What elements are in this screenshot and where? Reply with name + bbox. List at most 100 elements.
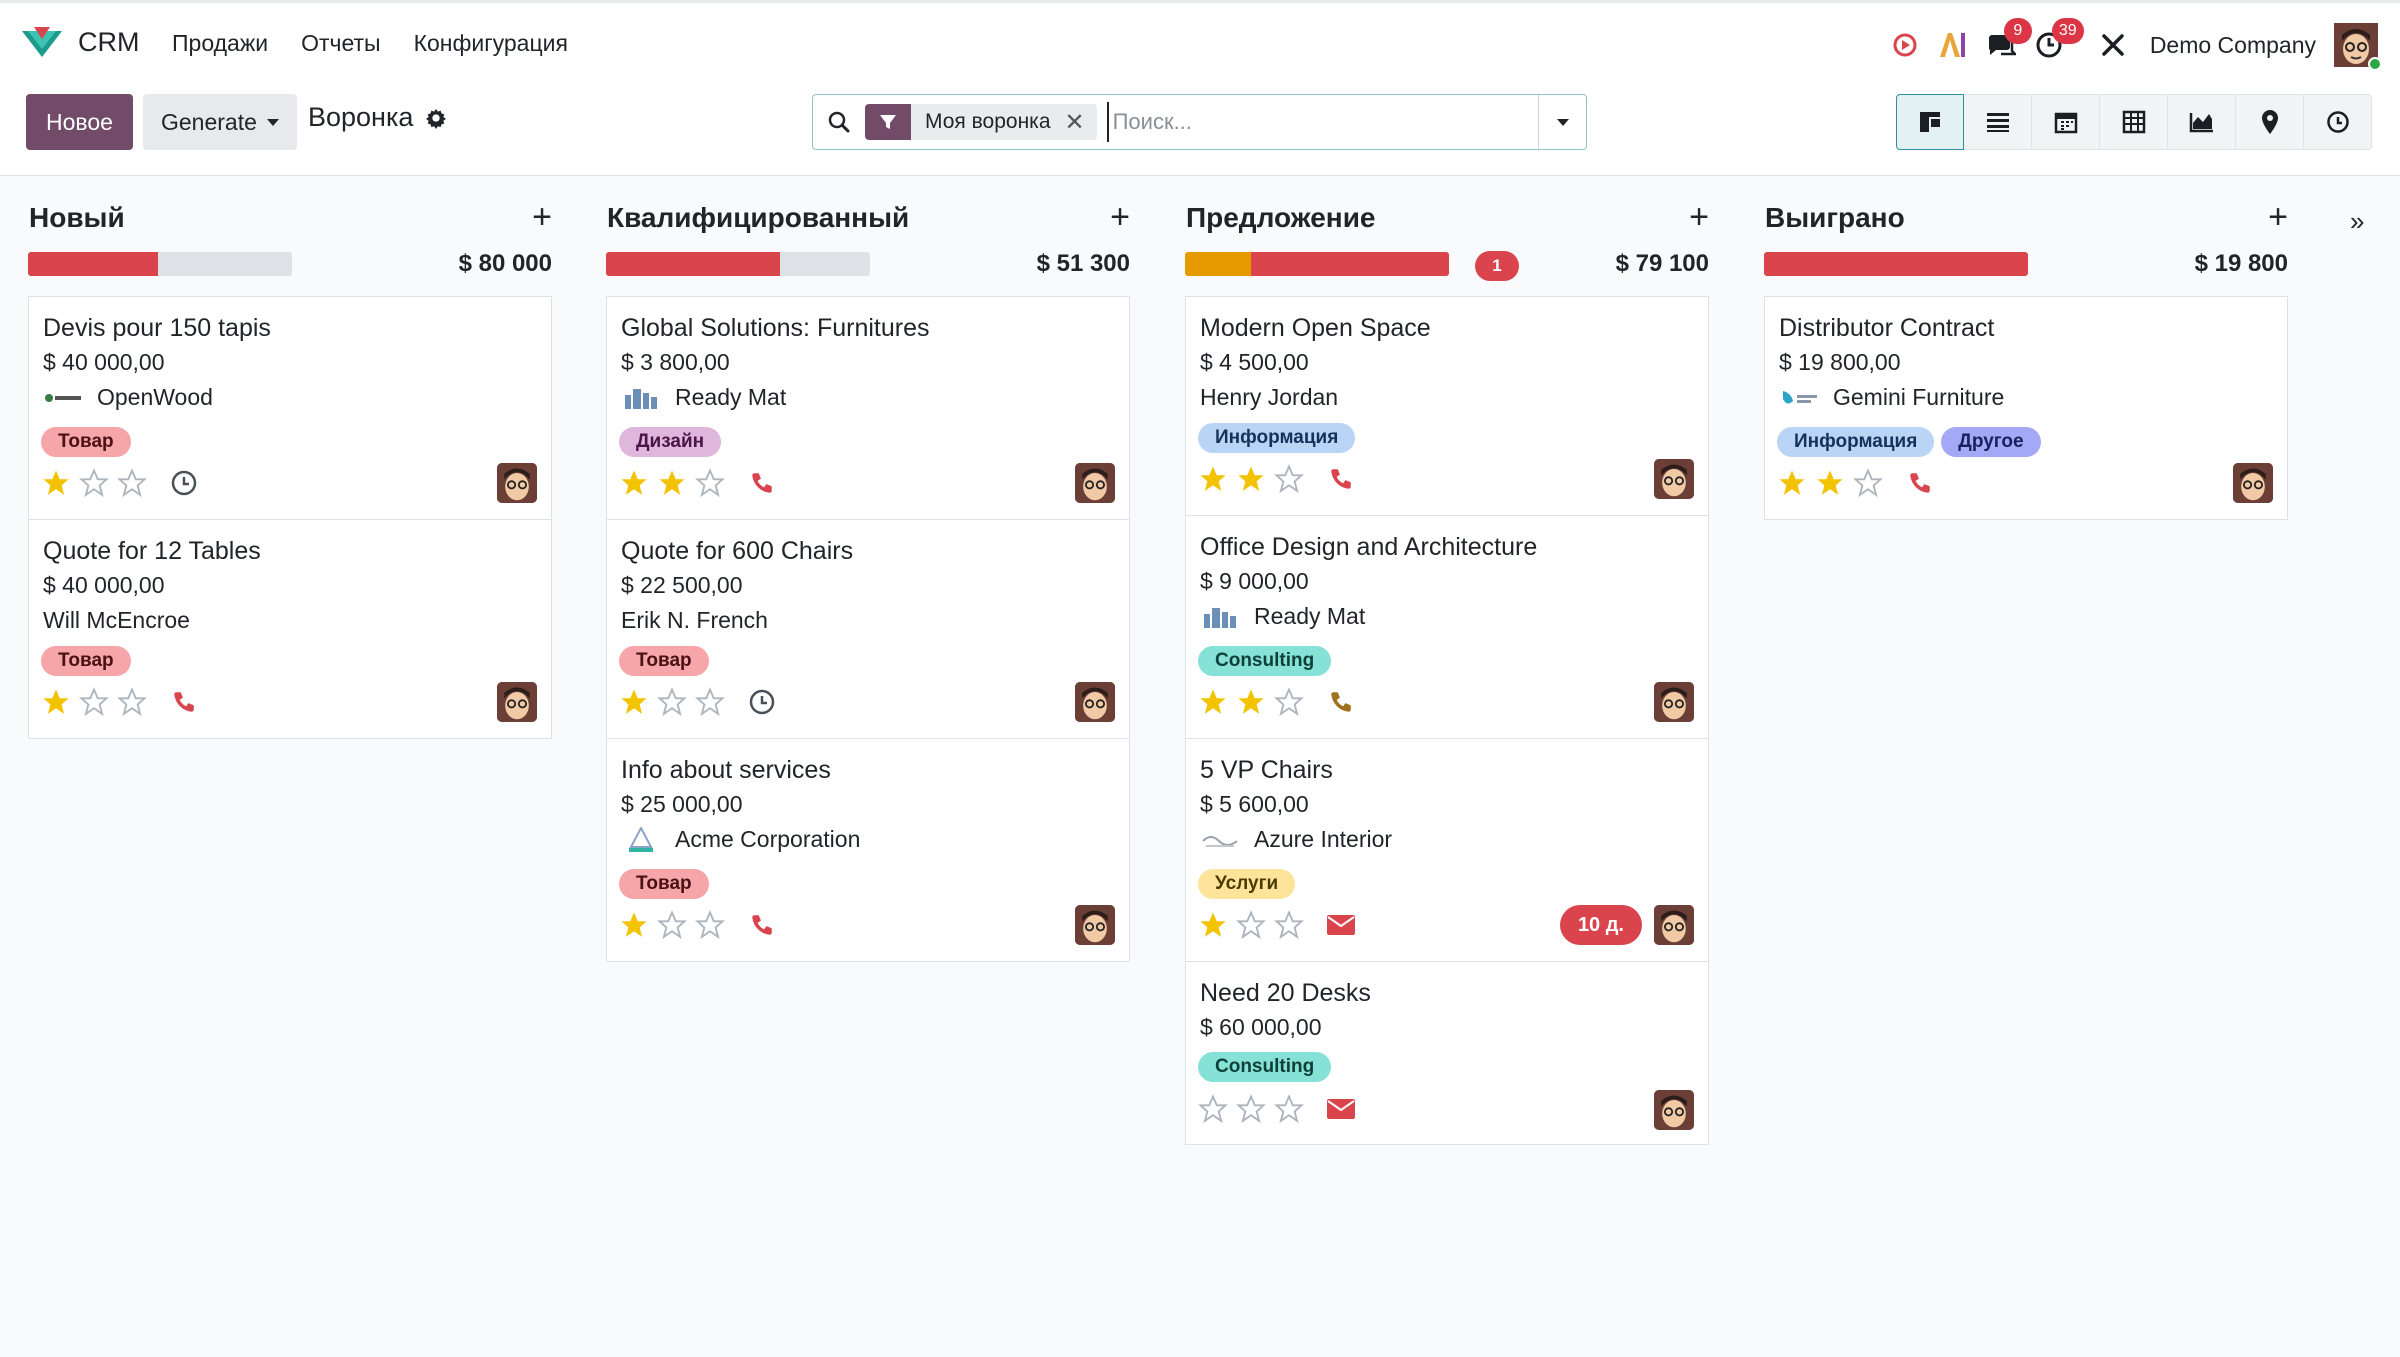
clock-icon[interactable] [747,687,777,717]
calendar-view-icon[interactable] [2032,94,2100,150]
map-view-icon[interactable] [2236,94,2304,150]
phone-icon[interactable] [747,910,777,940]
envelope-icon[interactable] [1326,1094,1356,1124]
phone-icon[interactable] [1326,687,1356,717]
star-empty-icon[interactable] [695,910,725,940]
progress-segment-red[interactable] [1251,252,1449,276]
messages-icon[interactable]: 9 [1984,18,2032,62]
card-avatar[interactable] [497,463,537,503]
kanban-card[interactable]: Office Design and Architecture $ 9 000,0… [1185,515,1709,739]
star-filled-icon[interactable] [1815,468,1845,498]
phone-icon[interactable] [1905,468,1935,498]
kanban-card[interactable]: Modern Open Space $ 4 500,00 Henry Jorda… [1185,296,1709,516]
star-empty-icon[interactable] [1853,468,1883,498]
column-title[interactable]: Выиграно [1765,202,1905,233]
star-empty-icon[interactable] [1198,1094,1228,1124]
kanban-view-icon[interactable] [1896,94,1964,150]
clock-icon[interactable] [169,468,199,498]
deadline-badge[interactable]: 10 д. [1559,905,1642,945]
star-empty-icon[interactable] [1236,1094,1266,1124]
column-progress-bar[interactable] [1764,252,2028,276]
card-avatar[interactable] [1075,682,1115,722]
progress-segment-orange[interactable] [1185,252,1251,276]
add-card-icon[interactable]: + [1689,198,1709,236]
activities-icon[interactable]: 39 [2032,18,2084,62]
column-title[interactable]: Предложение [1186,202,1376,233]
menu-item-reports[interactable]: Отчеты [301,30,381,56]
star-filled-icon[interactable] [1198,687,1228,717]
debug-tools-icon[interactable] [2096,28,2130,62]
star-empty-icon[interactable] [1236,910,1266,940]
progress-segment-red[interactable] [606,252,780,276]
star-empty-icon[interactable] [117,687,147,717]
star-empty-icon[interactable] [1274,1094,1304,1124]
card-avatar[interactable] [1654,905,1694,945]
star-filled-icon[interactable] [1236,464,1266,494]
phone-icon[interactable] [169,687,199,717]
star-empty-icon[interactable] [695,468,725,498]
star-filled-icon[interactable] [619,910,649,940]
record-icon[interactable] [1888,28,1922,62]
card-avatar[interactable] [2233,463,2273,503]
column-progress-bar[interactable] [28,252,292,276]
star-empty-icon[interactable] [79,468,109,498]
chevron-right-icon[interactable]: » [2350,206,2365,236]
kanban-card[interactable]: 5 VP Chairs $ 5 600,00 Azure Interior Ус… [1185,738,1709,962]
kanban-card[interactable]: Quote for 600 Chairs $ 22 500,00 Erik N.… [606,519,1130,739]
column-progress-bar[interactable] [606,252,870,276]
app-brand[interactable]: CRM [20,25,140,59]
company-switcher[interactable]: Demo Company [2149,31,2316,58]
column-title[interactable]: Новый [29,202,125,233]
kanban-card[interactable]: Devis pour 150 tapis $ 40 000,00 OpenWoo… [28,296,552,520]
progress-segment-red[interactable] [1764,252,2028,276]
column-progress-bar[interactable] [1185,252,1449,276]
graph-view-icon[interactable] [2168,94,2236,150]
star-filled-icon[interactable] [41,468,71,498]
phone-icon[interactable] [1326,464,1356,494]
add-card-icon[interactable]: + [2268,198,2288,236]
card-avatar[interactable] [1654,1090,1694,1130]
kanban-card[interactable]: Global Solutions: Furnitures $ 3 800,00 … [606,296,1130,520]
menu-item-configuration[interactable]: Конфигурация [413,30,568,56]
kanban-card[interactable]: Quote for 12 Tables $ 40 000,00 Will McE… [28,519,552,739]
star-filled-icon[interactable] [41,687,71,717]
star-filled-icon[interactable] [657,468,687,498]
menu-item-sales[interactable]: Продажи [172,30,269,56]
star-empty-icon[interactable] [1274,464,1304,494]
activity-view-icon[interactable] [2304,94,2372,150]
star-empty-icon[interactable] [1274,687,1304,717]
star-filled-icon[interactable] [1236,687,1266,717]
pivot-view-icon[interactable] [2100,94,2168,150]
column-count-badge[interactable]: 1 [1475,251,1519,281]
star-filled-icon[interactable] [1198,464,1228,494]
kanban-card[interactable]: Info about services $ 25 000,00 Acme Cor… [606,738,1130,962]
facet-remove-icon[interactable]: ✕ [1064,108,1085,136]
phone-icon[interactable] [747,468,777,498]
star-empty-icon[interactable] [117,468,147,498]
kanban-card[interactable]: Distributor Contract $ 19 800,00 Gemini … [1764,296,2288,520]
card-avatar[interactable] [1654,459,1694,499]
add-card-icon[interactable]: + [1110,198,1130,236]
gear-icon[interactable] [425,107,447,129]
star-filled-icon[interactable] [619,468,649,498]
star-empty-icon[interactable] [657,910,687,940]
card-avatar[interactable] [1075,463,1115,503]
search-options-toggle[interactable] [1538,95,1586,149]
card-avatar[interactable] [1654,682,1694,722]
search-icon[interactable] [813,110,865,134]
star-filled-icon[interactable] [1777,468,1807,498]
star-empty-icon[interactable] [1274,910,1304,940]
progress-segment-red[interactable] [28,252,158,276]
user-avatar[interactable] [2334,23,2382,71]
card-avatar[interactable] [1075,905,1115,945]
list-view-icon[interactable] [1964,94,2032,150]
new-button[interactable]: Новое [26,94,133,150]
star-empty-icon[interactable] [695,687,725,717]
star-filled-icon[interactable] [619,687,649,717]
star-empty-icon[interactable] [79,687,109,717]
card-avatar[interactable] [497,682,537,722]
envelope-icon[interactable] [1326,910,1356,940]
column-title[interactable]: Квалифицированный [607,202,910,233]
add-card-icon[interactable]: + [532,198,552,236]
ai-icon[interactable] [1936,28,1970,62]
